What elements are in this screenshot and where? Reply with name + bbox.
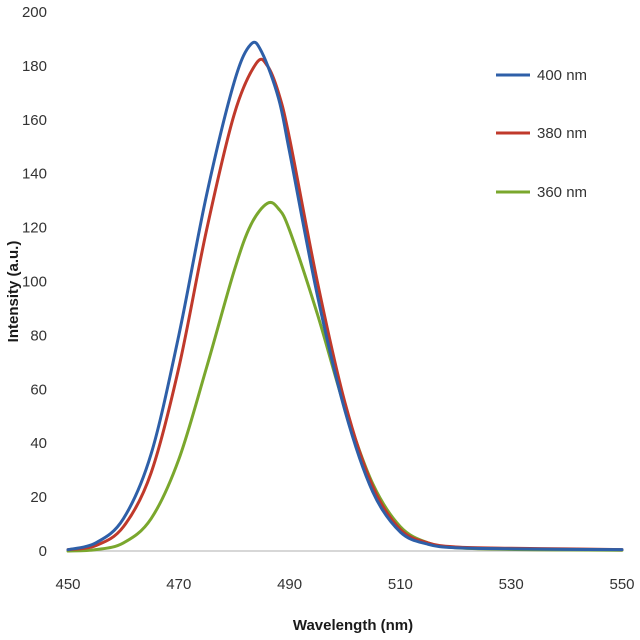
y-axis-title: Intensity (a.u.) xyxy=(5,241,22,343)
y-tick-label: 140 xyxy=(22,166,47,183)
x-axis-title: Wavelength (nm) xyxy=(293,617,413,634)
y-tick-label: 100 xyxy=(22,274,47,291)
y-tick-label: 60 xyxy=(30,381,47,398)
x-tick-label: 510 xyxy=(388,576,413,593)
x-tick-label: 530 xyxy=(499,576,524,593)
y-tick-label: 80 xyxy=(30,327,47,344)
y-tick-label: 180 xyxy=(22,58,47,75)
y-tick-label: 0 xyxy=(39,543,47,560)
series-line xyxy=(66,200,624,553)
legend: 400 nm 380 nm 360 nm xyxy=(496,67,587,201)
series-line xyxy=(66,40,624,552)
x-axis-ticks: 450 470 490 510 530 550 xyxy=(55,576,634,593)
y-tick-label: 40 xyxy=(30,435,47,452)
x-tick-label: 470 xyxy=(166,576,191,593)
y-tick-label: 120 xyxy=(22,220,47,237)
y-axis-ticks: 0 20 40 60 80 100 120 140 160 180 200 xyxy=(22,4,47,560)
y-tick-label: 200 xyxy=(22,4,47,21)
series-layer xyxy=(66,40,624,553)
legend-label: 360 nm xyxy=(537,184,587,201)
legend-label: 380 nm xyxy=(537,125,587,142)
x-tick-label: 550 xyxy=(609,576,634,593)
x-tick-label: 450 xyxy=(55,576,80,593)
y-tick-label: 20 xyxy=(30,489,47,506)
legend-label: 400 nm xyxy=(537,67,587,84)
y-tick-label: 160 xyxy=(22,112,47,129)
x-tick-label: 490 xyxy=(277,576,302,593)
